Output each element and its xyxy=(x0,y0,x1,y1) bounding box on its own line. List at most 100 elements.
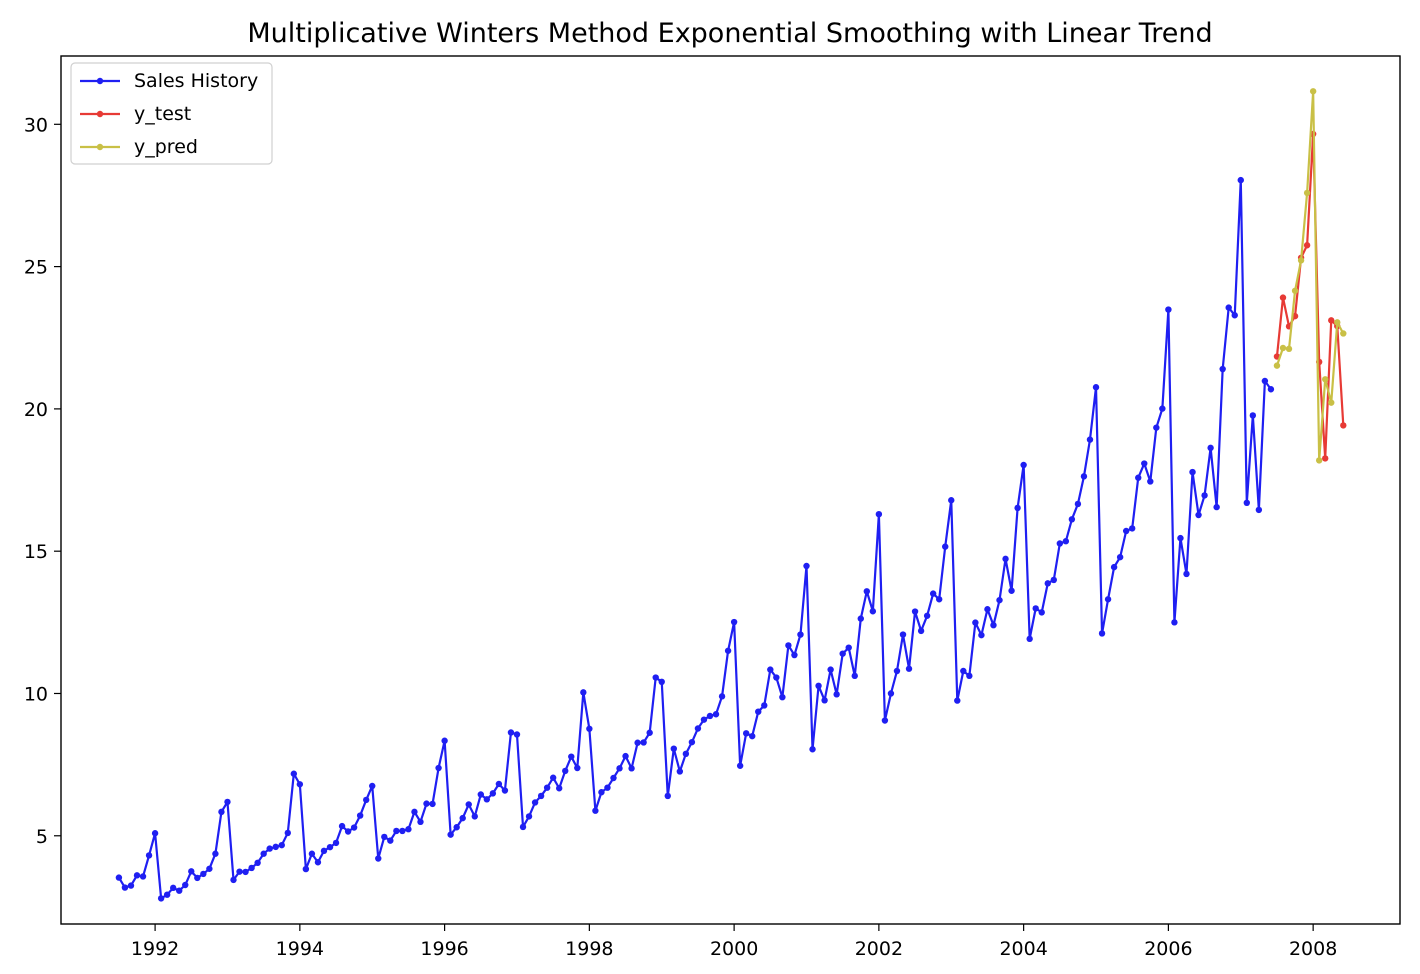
data-point xyxy=(495,780,503,788)
data-point xyxy=(1032,605,1039,612)
data-point xyxy=(1189,468,1196,476)
data-point xyxy=(296,781,304,788)
data-point xyxy=(314,859,322,866)
data-point xyxy=(1279,344,1287,352)
data-point xyxy=(990,621,997,629)
data-point xyxy=(610,774,617,782)
data-point xyxy=(218,808,225,816)
data-point xyxy=(1195,511,1202,519)
data-point xyxy=(1026,635,1033,643)
data-point xyxy=(411,808,418,816)
data-point xyxy=(580,689,587,696)
legend-box xyxy=(70,62,273,165)
data-point xyxy=(954,697,961,704)
data-point xyxy=(1002,555,1009,563)
data-point xyxy=(1165,306,1172,313)
data-point xyxy=(423,800,430,807)
data-point xyxy=(966,672,973,680)
data-point xyxy=(923,612,931,619)
data-point xyxy=(1110,563,1118,571)
data-point xyxy=(151,830,159,837)
y-tick-label: 30 xyxy=(24,114,48,136)
data-point xyxy=(1255,506,1263,514)
data-point xyxy=(1279,294,1287,301)
data-point xyxy=(326,843,334,851)
data-point xyxy=(1135,474,1142,481)
data-point xyxy=(1315,457,1323,464)
data-point xyxy=(176,887,183,894)
data-point xyxy=(188,868,195,875)
x-axis: 1992 1994 1996 1998 2000 2002 2004 2006 2008 xyxy=(131,924,1337,960)
data-point xyxy=(1062,538,1070,545)
data-point xyxy=(767,666,774,673)
data-point xyxy=(1056,540,1064,547)
data-point xyxy=(604,784,611,791)
data-point xyxy=(1116,553,1124,561)
data-point xyxy=(670,745,677,752)
data-point xyxy=(182,881,189,889)
data-point xyxy=(224,798,231,806)
data-point xyxy=(664,792,671,800)
data-point xyxy=(369,782,376,790)
data-point xyxy=(1340,330,1347,337)
data-point xyxy=(163,891,171,898)
data-point xyxy=(483,796,491,803)
data-point xyxy=(1086,436,1094,443)
data-point xyxy=(797,631,804,638)
data-point xyxy=(399,827,406,835)
data-point xyxy=(742,730,750,737)
data-point xyxy=(773,674,780,681)
data-point xyxy=(459,814,466,822)
data-point xyxy=(1044,580,1051,587)
data-point xyxy=(157,895,165,902)
data-point xyxy=(694,725,702,732)
x-tick-label: 1994 xyxy=(276,938,324,960)
data-point xyxy=(749,732,756,740)
data-point xyxy=(929,590,937,597)
data-point xyxy=(1050,576,1057,584)
data-point xyxy=(1014,504,1021,512)
data-point xyxy=(622,752,629,760)
data-point xyxy=(242,868,249,876)
legend-marker-sales-history xyxy=(96,77,104,85)
data-point xyxy=(200,870,207,878)
data-point xyxy=(1219,365,1226,373)
data-point xyxy=(1273,362,1281,369)
data-point xyxy=(447,831,454,838)
data-point xyxy=(1303,242,1311,249)
data-point xyxy=(640,739,647,746)
data-point xyxy=(1285,345,1293,353)
data-point xyxy=(869,608,877,615)
data-point xyxy=(1183,570,1190,578)
data-point xyxy=(169,884,177,892)
data-point xyxy=(507,729,515,736)
data-point xyxy=(290,770,298,777)
data-point xyxy=(465,801,472,808)
data-point xyxy=(598,789,605,796)
data-point xyxy=(1020,461,1027,469)
data-point xyxy=(1328,399,1335,406)
data-point xyxy=(1038,609,1045,616)
data-point xyxy=(1340,422,1347,429)
data-point xyxy=(761,702,768,709)
y-tick-label: 25 xyxy=(24,257,48,279)
data-point xyxy=(634,739,641,746)
data-point xyxy=(917,627,925,635)
data-point xyxy=(881,717,889,724)
data-point xyxy=(1153,424,1160,431)
data-point xyxy=(1303,189,1311,197)
data-point xyxy=(857,615,864,622)
data-point xyxy=(785,642,792,649)
data-point xyxy=(863,588,871,595)
data-point xyxy=(230,876,237,884)
x-tick-label: 2000 xyxy=(710,938,758,960)
data-point xyxy=(556,785,563,792)
data-point xyxy=(1297,257,1305,264)
data-point xyxy=(730,618,738,626)
legend-label-sales-history: Sales History xyxy=(134,70,258,92)
x-tick-label: 2004 xyxy=(999,938,1047,960)
data-point xyxy=(996,596,1003,604)
data-point xyxy=(549,774,557,781)
data-point xyxy=(531,799,539,806)
data-point xyxy=(393,827,400,835)
